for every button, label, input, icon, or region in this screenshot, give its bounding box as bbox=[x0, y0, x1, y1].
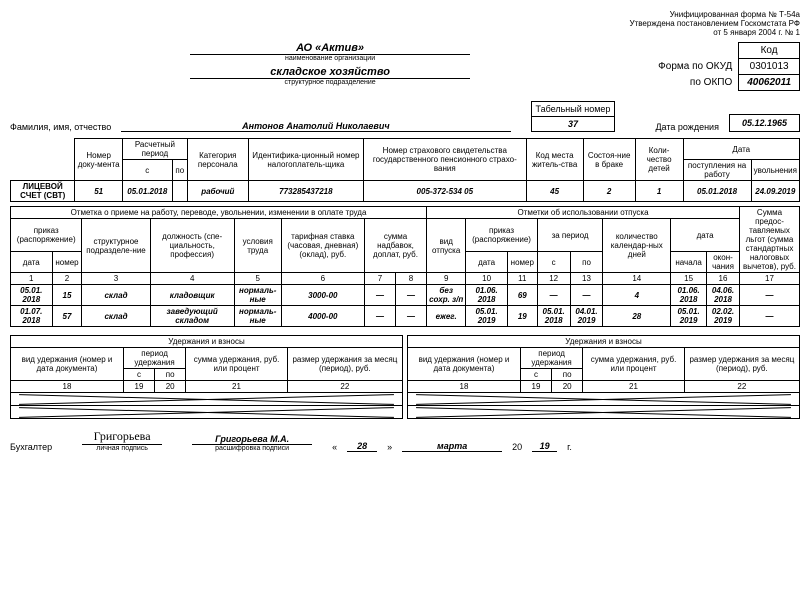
account-data-row: ЛИЦЕВОЙ СЧЕТ (СВТ) 51 05.01.2018 рабочий… bbox=[11, 181, 800, 202]
table-row: 01.07. 201857склад заведующий складомнор… bbox=[11, 306, 800, 327]
table-row: 05.01. 201815склад кладовщикнормаль-ные3… bbox=[11, 285, 800, 306]
code-table: Код Форма по ОКУД0301013 по ОКПО40062011 bbox=[650, 42, 800, 91]
footer-day: 28 bbox=[347, 441, 377, 452]
fio-value: Антонов Анатолий Николаевич bbox=[121, 121, 510, 132]
footer-month: марта bbox=[402, 441, 502, 452]
footer-year: 19 bbox=[532, 441, 557, 452]
dob-label: Дата рождения bbox=[655, 122, 719, 132]
signature: Григорьева bbox=[82, 429, 162, 445]
deductions-table-right: Удержания и взносы вид удержания (номер … bbox=[407, 335, 800, 419]
footer-role: Бухгалтер bbox=[10, 442, 52, 452]
fio-label: Фамилия, имя, отчество bbox=[10, 122, 111, 132]
deductions-table-left: Удержания и взносы вид удержания (номер … bbox=[10, 335, 403, 419]
dob-table: 05.12.1965 bbox=[729, 114, 800, 132]
account-header-table: Номер доку-мента Расчетный период Катего… bbox=[10, 138, 800, 202]
footer-row: Бухгалтер Григорьева личная подпись Григ… bbox=[10, 429, 800, 452]
signature-name: Григорьева М.А. bbox=[192, 434, 312, 445]
form-info: Унифицированная форма № Т-54а Утверждена… bbox=[10, 10, 800, 37]
tab-no-table: Табельный номер 37 bbox=[531, 101, 616, 132]
employment-vacation-table: Отметка о приеме на работу, переводе, ув… bbox=[10, 206, 800, 327]
person-row: Фамилия, имя, отчество Антонов Анатолий … bbox=[10, 101, 800, 132]
